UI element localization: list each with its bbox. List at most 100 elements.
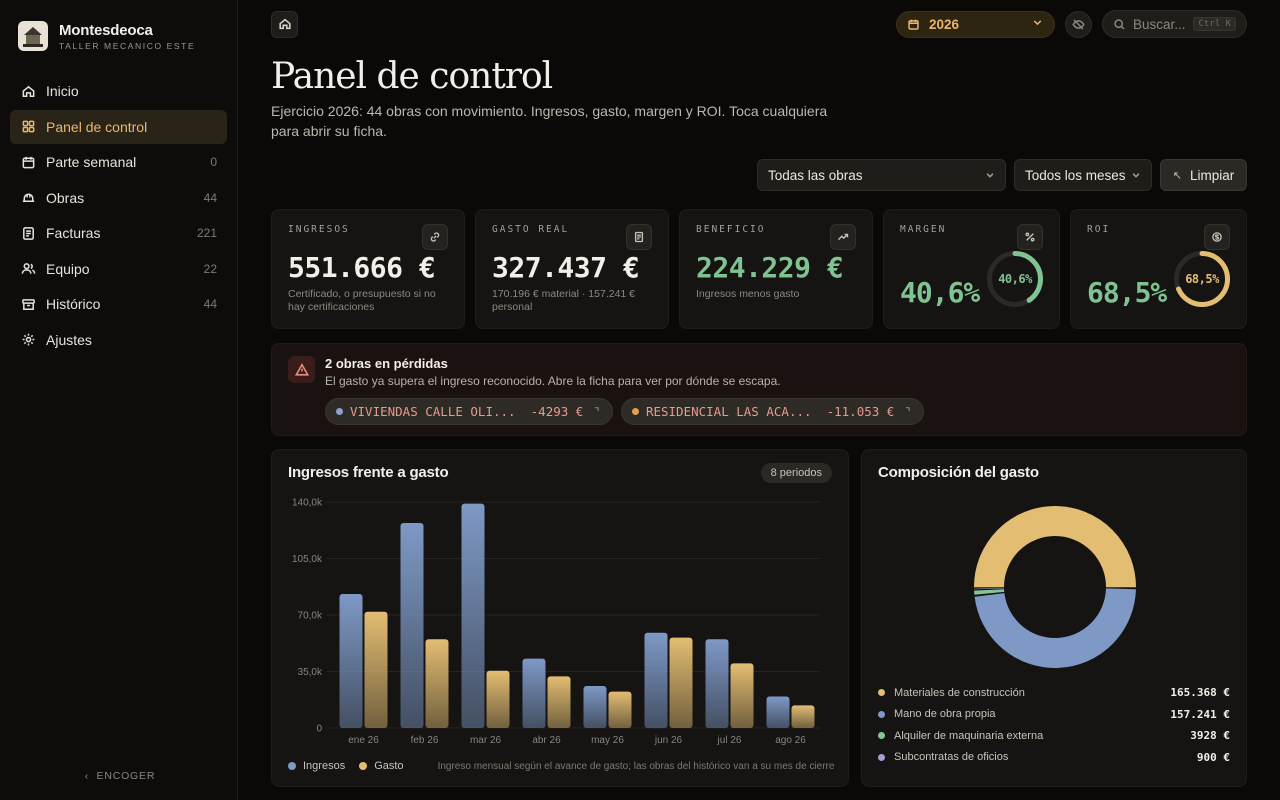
calendar-icon bbox=[907, 18, 920, 31]
obras-filter-value: Todas las obras bbox=[768, 167, 863, 183]
y-tick-label: 140,0k bbox=[292, 498, 323, 509]
bar-gasto-2[interactable] bbox=[486, 670, 510, 728]
bar-ingresos-4[interactable] bbox=[583, 686, 607, 728]
loss-alert: 2 obras en pérdidas El gasto ya supera e… bbox=[271, 343, 1247, 436]
bar-gasto-6[interactable] bbox=[730, 663, 754, 728]
x-tick-label: ene 26 bbox=[348, 735, 379, 746]
collapse-sidebar-button[interactable]: ‹ ENCOGER bbox=[0, 770, 240, 782]
kpi-value: 327.437 € bbox=[492, 251, 640, 284]
topbar: 2026 Buscar... Ctrl K bbox=[271, 0, 1247, 48]
main-content: 2026 Buscar... Ctrl K Panel de control E… bbox=[238, 0, 1280, 800]
sidebar-item-panel-de-control[interactable]: Panel de control bbox=[10, 109, 227, 144]
bar-ingresos-0[interactable] bbox=[339, 594, 363, 728]
kpi-gasto-card[interactable]: GASTO REAL 327.437 € 170.196 € material … bbox=[475, 209, 669, 329]
search-icon bbox=[1114, 18, 1125, 29]
sidebar-item-count: 0 bbox=[210, 155, 217, 169]
sidebar-item-historico[interactable]: Histórico 44 bbox=[10, 287, 227, 321]
kpi-value: 40,6% bbox=[900, 276, 980, 309]
sidebar-item-label: Facturas bbox=[46, 225, 101, 241]
bar-ingresos-6[interactable] bbox=[705, 639, 729, 728]
link-icon bbox=[422, 224, 448, 250]
meses-filter-select[interactable]: Todos los meses bbox=[1014, 159, 1152, 191]
brand[interactable]: Montesdeoca TALLER MECANICO ESTE bbox=[10, 0, 227, 72]
bar-ingresos-5[interactable] bbox=[644, 632, 668, 728]
loss-obra-chip[interactable]: RESIDENCIAL LAS ACA... -11.053 € ⌝ bbox=[620, 398, 924, 425]
kpi-beneficio-card[interactable]: BENEFICIO 224.229 € Ingresos menos gasto bbox=[679, 209, 873, 329]
legend-value: 157.241 € bbox=[1170, 707, 1230, 721]
sidebar-item-label: Inicio bbox=[46, 83, 79, 99]
clear-filters-button[interactable]: ↖ Limpiar bbox=[1160, 159, 1247, 191]
search-shortcut: Ctrl K bbox=[1193, 17, 1236, 31]
alert-title: 2 obras en pérdidas bbox=[325, 356, 448, 371]
sidebar-item-label: Histórico bbox=[46, 296, 101, 312]
periods-badge: 8 periodos bbox=[760, 463, 832, 483]
sidebar-item-facturas[interactable]: Facturas 221 bbox=[10, 216, 227, 250]
bar-gasto-5[interactable] bbox=[669, 637, 693, 728]
donut-slice-0[interactable] bbox=[974, 506, 1136, 588]
bar-gasto-7[interactable] bbox=[791, 705, 815, 728]
sidebar-item-parte-semanal[interactable]: Parte semanal 0 bbox=[10, 145, 227, 179]
expense-composition-card: Composición del gasto Materiales de cons… bbox=[861, 449, 1247, 787]
chart-title: Composición del gasto bbox=[878, 464, 1039, 481]
search-input[interactable]: Buscar... Ctrl K bbox=[1102, 10, 1247, 38]
income-vs-expense-chart-card: Ingresos frente a gasto 8 periodos 0 35,0… bbox=[271, 449, 849, 787]
bar-gasto-4[interactable] bbox=[608, 691, 632, 728]
loss-obra-chip[interactable]: VIVIENDAS CALLE OLI... -4293 € ⌝ bbox=[325, 398, 613, 425]
bar-gasto-1[interactable] bbox=[425, 639, 449, 728]
brand-name: Montesdeoca bbox=[59, 21, 153, 39]
home-button[interactable] bbox=[271, 10, 298, 38]
trending-up-icon bbox=[830, 224, 856, 250]
chart-legend: Ingresos Gasto Ingreso mensual según el … bbox=[288, 760, 834, 772]
roi-ring-fill bbox=[1174, 251, 1230, 307]
hardhat-icon bbox=[20, 190, 36, 206]
status-dot bbox=[336, 408, 343, 415]
chevron-down-icon bbox=[986, 173, 994, 178]
document-icon bbox=[20, 225, 36, 241]
kpi-ingresos-card[interactable]: INGRESOS 551.666 € Certificado, o presup… bbox=[271, 209, 465, 329]
home-icon bbox=[20, 83, 36, 99]
receipt-icon bbox=[626, 224, 652, 250]
legend-value: 165.368 € bbox=[1170, 686, 1230, 700]
sidebar-item-inicio[interactable]: Inicio bbox=[10, 74, 227, 108]
margen-progress-ring bbox=[987, 251, 1043, 307]
sidebar-item-count: 221 bbox=[196, 226, 217, 240]
sidebar-item-equipo[interactable]: Equipo 22 bbox=[10, 252, 227, 286]
year-selector[interactable]: 2026 bbox=[896, 10, 1055, 38]
calendar-icon bbox=[20, 154, 36, 170]
legend-name: Alquiler de maquinaria externa bbox=[894, 729, 1044, 742]
bar-gasto-3[interactable] bbox=[547, 676, 571, 728]
x-tick-label: jul 26 bbox=[717, 735, 742, 746]
kpi-note: Certificado, o presupuesto si no hay cer… bbox=[288, 288, 436, 313]
legend-row[interactable]: Mano de obra propia 157.241 € bbox=[878, 704, 1230, 726]
legend-row[interactable]: Alquiler de maquinaria externa 3928 € bbox=[878, 725, 1230, 747]
sidebar: Montesdeoca TALLER MECANICO ESTE Inicio … bbox=[0, 0, 238, 800]
obras-filter-select[interactable]: Todas las obras bbox=[757, 159, 1006, 191]
legend-label: Ingresos bbox=[303, 760, 346, 772]
bar-gasto-0[interactable] bbox=[364, 611, 388, 728]
sidebar-item-label: Obras bbox=[46, 189, 85, 206]
arrow-icon: ⌝ bbox=[904, 405, 911, 418]
legend-label: Gasto bbox=[374, 760, 404, 772]
sidebar-item-label: Parte semanal bbox=[46, 154, 137, 170]
legend-row[interactable]: Materiales de construcción 165.368 € bbox=[878, 682, 1230, 704]
bar-ingresos-2[interactable] bbox=[461, 503, 485, 728]
bar-ingresos-7[interactable] bbox=[766, 696, 790, 728]
sidebar-item-obras[interactable]: Obras 44 bbox=[10, 181, 227, 215]
kpi-margen-card[interactable]: MARGEN 40,6% 40,6% bbox=[883, 209, 1060, 329]
legend-item-ingresos[interactable]: Ingresos bbox=[288, 760, 345, 772]
sidebar-item-ajustes[interactable]: Ajustes bbox=[10, 323, 227, 357]
brand-logo bbox=[18, 21, 48, 51]
kpi-value: 551.666 € bbox=[288, 251, 436, 284]
legend-row[interactable]: Subcontratas de oficios 900 € bbox=[878, 747, 1230, 769]
x-tick-label: abr 26 bbox=[532, 735, 561, 746]
kpi-roi-card[interactable]: ROI 68,5% 68,5% bbox=[1070, 209, 1247, 329]
users-icon bbox=[20, 261, 36, 277]
home-icon bbox=[278, 18, 291, 30]
kpi-label: BENEFICIO bbox=[696, 224, 766, 235]
bar-ingresos-3[interactable] bbox=[522, 658, 546, 728]
hide-amounts-button[interactable] bbox=[1065, 10, 1092, 38]
legend-item-gasto[interactable]: Gasto bbox=[359, 760, 404, 772]
donut-slice-1[interactable] bbox=[974, 587, 1136, 668]
y-tick-label: 0 bbox=[316, 724, 322, 735]
bar-ingresos-1[interactable] bbox=[400, 522, 424, 728]
